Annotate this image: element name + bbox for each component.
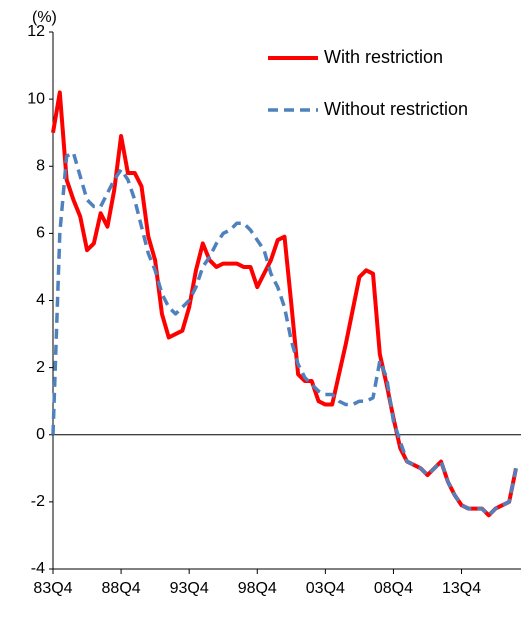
y-tick-label: 4 xyxy=(36,292,45,309)
y-unit: (%) xyxy=(32,9,57,26)
x-tick-label: 03Q4 xyxy=(306,580,345,597)
y-tick-label: 10 xyxy=(27,90,45,107)
y-tick-label: 8 xyxy=(36,157,45,174)
y-tick-label: 12 xyxy=(27,23,45,40)
legend-label: With restriction xyxy=(324,47,443,67)
legend-label: Without restriction xyxy=(324,99,468,119)
series-line xyxy=(51,151,518,518)
x-tick-label: 93Q4 xyxy=(170,580,209,597)
y-tick-label: -2 xyxy=(31,493,45,510)
y-tick-label: 6 xyxy=(36,225,45,242)
x-tick-label: 88Q4 xyxy=(102,580,141,597)
series-line xyxy=(51,90,518,518)
y-tick-label: 0 xyxy=(36,426,45,443)
y-tick-label: -4 xyxy=(31,560,45,577)
x-tick-label: 08Q4 xyxy=(374,580,413,597)
x-tick-label: 98Q4 xyxy=(238,580,277,597)
x-tick-label: 13Q4 xyxy=(442,580,481,597)
x-tick-label: 83Q4 xyxy=(33,580,72,597)
y-tick-label: 2 xyxy=(36,359,45,376)
